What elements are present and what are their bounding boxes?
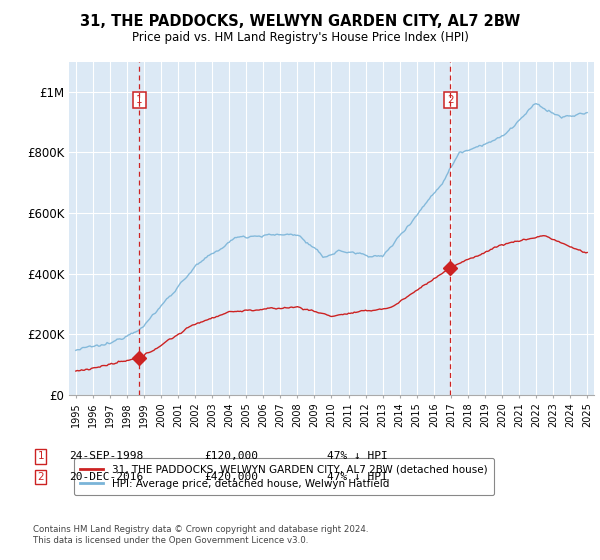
Text: 2: 2 (37, 472, 44, 482)
Text: 2: 2 (447, 95, 454, 105)
Text: 47% ↓ HPI: 47% ↓ HPI (327, 472, 388, 482)
Text: Contains HM Land Registry data © Crown copyright and database right 2024.
This d: Contains HM Land Registry data © Crown c… (33, 525, 368, 545)
Text: 20-DEC-2016: 20-DEC-2016 (69, 472, 143, 482)
Text: £420,000: £420,000 (204, 472, 258, 482)
Text: £120,000: £120,000 (204, 451, 258, 461)
Text: Price paid vs. HM Land Registry's House Price Index (HPI): Price paid vs. HM Land Registry's House … (131, 31, 469, 44)
Legend: 31, THE PADDOCKS, WELWYN GARDEN CITY, AL7 2BW (detached house), HPI: Average pri: 31, THE PADDOCKS, WELWYN GARDEN CITY, AL… (74, 458, 494, 495)
Text: 47% ↓ HPI: 47% ↓ HPI (327, 451, 388, 461)
Text: 31, THE PADDOCKS, WELWYN GARDEN CITY, AL7 2BW: 31, THE PADDOCKS, WELWYN GARDEN CITY, AL… (80, 14, 520, 29)
Text: 1: 1 (37, 451, 44, 461)
Text: 1: 1 (136, 95, 143, 105)
Text: 24-SEP-1998: 24-SEP-1998 (69, 451, 143, 461)
